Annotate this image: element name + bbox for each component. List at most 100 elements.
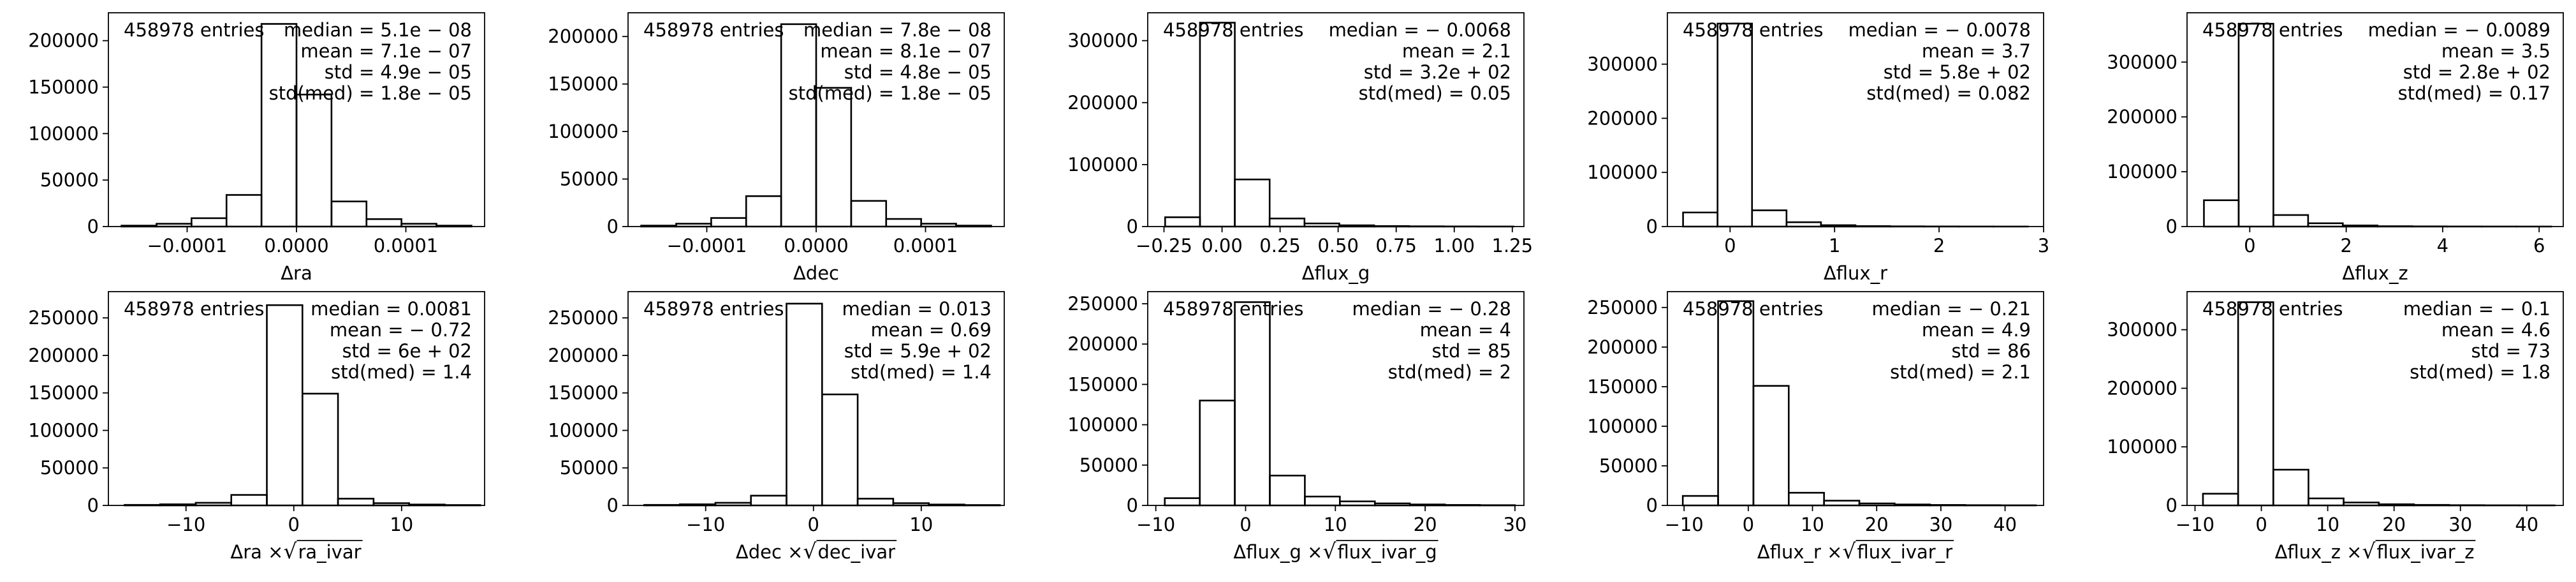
histogram-bar: [225, 194, 263, 228]
y-tick-label: 300000: [2107, 51, 2177, 73]
histogram-bar: [2272, 214, 2309, 228]
x-tick-label: 6: [2533, 235, 2545, 257]
x-tick-label: −10: [686, 514, 725, 535]
x-tick-label: 20: [1414, 514, 1437, 535]
y-tick-label: 100000: [28, 419, 99, 441]
entries-count-label: 458978 entries: [124, 19, 264, 41]
stats-line: std = 4.9e − 05: [325, 61, 472, 83]
stats-line: mean = 7.1e − 07: [300, 40, 472, 62]
y-tick-label: 0: [87, 216, 99, 237]
x-tick-label: 10: [2316, 514, 2339, 535]
y-tick-label: 100000: [1587, 415, 1658, 437]
x-axis-label: Δflux_z: [2342, 262, 2408, 284]
y-tick-label: 0: [1646, 495, 1658, 516]
histogram-panel-7: −10 0 10 0 50000 100000 150000 200000 250000 Δdec…: [548, 291, 1005, 563]
y-tick-label: 50000: [1599, 455, 1658, 477]
stats-line: median = 0.0081: [311, 298, 472, 320]
x-tick-label: 2: [2340, 235, 2352, 257]
x-tick-label: 0: [1743, 514, 1754, 535]
x-axis-label: Δra × √ ra_ivar: [230, 539, 363, 563]
stats-line: median = − 0.0078: [1848, 19, 2031, 41]
y-tick-label: 200000: [1587, 336, 1658, 358]
x-axis-label-radicand: flux_ivar_z: [2376, 541, 2474, 563]
axes-frame: [1667, 12, 2044, 227]
stats-line: mean = 2.1: [1402, 40, 1511, 62]
x-tick-label: 40: [1993, 514, 2017, 535]
y-tick-label: 50000: [40, 457, 99, 479]
x-tick-label: 0: [288, 514, 300, 535]
x-tick-label: 3: [2038, 235, 2049, 257]
stats-line: median = 0.013: [842, 298, 992, 320]
histogram-bar: [1269, 474, 1306, 507]
histogram-panel-1: −0.0001 0.0000 0.0001 0 50000 100000 150000 200…: [28, 12, 485, 284]
x-axis-label: Δflux_r × √ flux_ivar_r: [1757, 539, 1954, 563]
histogram-bar: [815, 87, 853, 228]
y-tick-label: 300000: [1067, 30, 1138, 52]
stats-line: mean = 4: [1420, 319, 1511, 341]
histogram-bar: [260, 23, 298, 228]
axes-frame: [1667, 291, 2044, 506]
x-tick-label: 10: [1324, 514, 1347, 535]
y-tick-label: 0: [2166, 495, 2177, 516]
histogram-panel-5: 0 2 4 6 0 100000 200000 300000 Δflux_z 458978 ent…: [2107, 12, 2564, 284]
histogram-bar: [786, 302, 823, 507]
y-tick-label: 100000: [1067, 154, 1138, 175]
histogram-bar: [1199, 399, 1236, 507]
histogram-bar: [1681, 495, 1719, 507]
x-axis-label-radical: √: [2362, 539, 2376, 563]
y-tick-label: 300000: [1587, 54, 1658, 75]
y-tick-label: 200000: [548, 26, 618, 47]
x-tick-label: 0.0001: [893, 235, 958, 257]
histogram-bar: [337, 498, 375, 507]
entries-count-label: 458978 entries: [2202, 298, 2343, 320]
histogram-bar: [1268, 218, 1306, 228]
stats-line: std(med) = 1.8: [2410, 361, 2550, 383]
x-axis-label-prefix: Δflux_g ×: [1233, 541, 1322, 563]
y-tick-label: 100000: [1587, 161, 1658, 183]
x-tick-label: 10: [1801, 514, 1824, 535]
y-tick-label: 100000: [548, 419, 618, 441]
entries-count-label: 458978 entries: [1683, 19, 1823, 41]
histogram-bar: [1234, 178, 1271, 228]
stats-line: std(med) = 1.4: [851, 361, 992, 383]
y-tick-label: 0: [2166, 216, 2177, 237]
x-tick-label: 0: [808, 514, 819, 535]
x-tick-label: 20: [2382, 514, 2406, 535]
x-axis-label: Δflux_g: [1302, 262, 1370, 284]
x-tick-label: −10: [2176, 514, 2214, 535]
stats-line: median = − 0.0089: [2368, 19, 2550, 41]
x-tick-label: 0.75: [1375, 235, 1417, 257]
histogram-bar: [885, 218, 922, 228]
x-axis-label-radical: √: [1842, 539, 1856, 563]
x-axis-label-prefix: Δflux_r ×: [1757, 541, 1843, 563]
y-tick-label: 200000: [1067, 333, 1138, 355]
y-tick-label: 150000: [28, 77, 99, 98]
histogram-bar: [1199, 22, 1236, 228]
entries-count-label: 458978 entries: [1163, 298, 1303, 320]
entries-count-label: 458978 entries: [643, 19, 784, 41]
y-tick-label: 100000: [2107, 436, 2177, 458]
histogram-bar: [1164, 216, 1201, 228]
x-tick-label: −0.0001: [147, 235, 228, 257]
stats-line: median = 7.8e − 08: [803, 19, 992, 41]
stats-line: median = − 0.0068: [1329, 19, 1511, 41]
histogram-bar: [1823, 500, 1861, 507]
x-tick-label: 0.0000: [784, 235, 848, 257]
histogram-panel-9: −10 0 10 20 30 40 0 50000 100000 150000 200000 2500…: [1587, 291, 2044, 563]
y-tick-label: 250000: [28, 307, 99, 329]
histogram-bar: [301, 392, 339, 507]
y-tick-label: 0: [1127, 216, 1138, 237]
x-axis-label-radical: √: [803, 539, 817, 563]
x-axis-label-prefix: Δra ×: [230, 541, 283, 563]
entries-count-label: 458978 entries: [1163, 19, 1303, 41]
histogram-bar: [1785, 221, 1822, 228]
y-tick-label: 200000: [1587, 107, 1658, 129]
histogram-bar: [1339, 500, 1376, 507]
histogram-bar: [745, 195, 782, 228]
stats-line: std(med) = 0.05: [1359, 82, 1511, 104]
entries-count-label: 458978 entries: [2202, 19, 2343, 41]
y-tick-label: 0: [1646, 216, 1658, 237]
stats-line: mean = − 0.72: [330, 319, 472, 341]
x-axis-label-radicand: flux_ivar_r: [1857, 541, 1952, 563]
histogram-bar: [230, 494, 268, 507]
